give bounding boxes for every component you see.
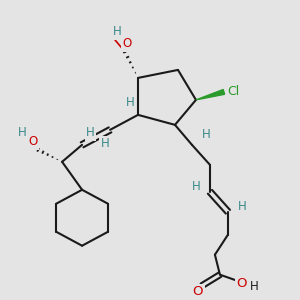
Text: Cl: Cl	[227, 85, 239, 98]
Text: O: O	[193, 285, 203, 298]
Text: H: H	[250, 280, 258, 293]
Text: H: H	[238, 200, 246, 213]
Text: H: H	[86, 126, 94, 139]
Polygon shape	[196, 89, 225, 100]
Text: H: H	[18, 126, 26, 139]
Text: H: H	[202, 128, 210, 141]
Text: O: O	[237, 277, 247, 290]
Text: H: H	[101, 137, 110, 150]
Text: O: O	[122, 38, 132, 50]
Text: H: H	[113, 26, 122, 38]
Text: H: H	[192, 180, 200, 193]
Text: H: H	[126, 96, 134, 110]
Text: O: O	[28, 135, 38, 148]
